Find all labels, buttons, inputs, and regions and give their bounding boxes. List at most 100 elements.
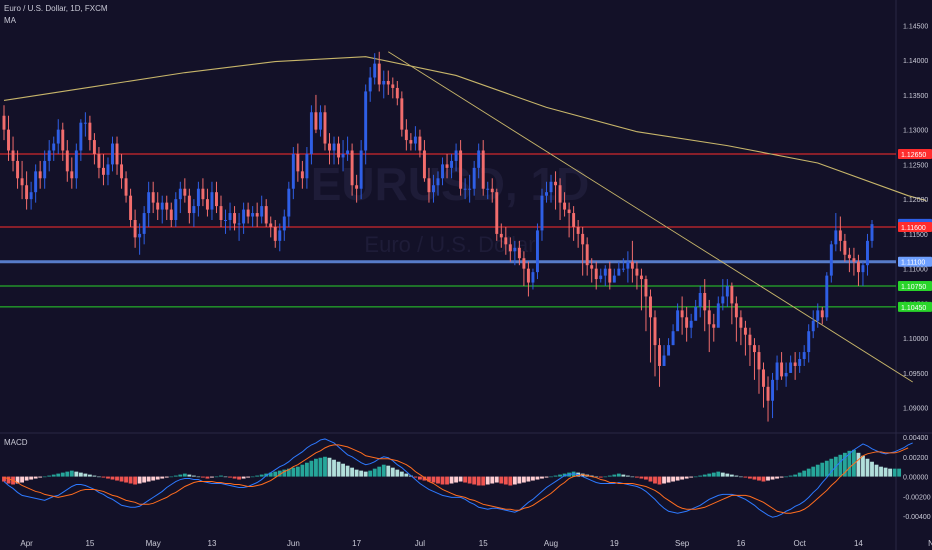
candle-body [43,160,47,179]
macd-histogram-bar [15,476,20,484]
macd-histogram-bar [219,475,223,477]
price-tick-label: 1.11500 [903,232,928,239]
macd-histogram-bar [625,475,630,477]
macd-histogram-bar [892,468,897,477]
macd-histogram-bar [720,472,725,477]
candle-body [237,223,241,225]
macd-histogram-bar [399,471,404,477]
macd-histogram-bar [888,468,893,477]
macd-histogram-bar [662,476,666,484]
macd-histogram-bar [146,476,151,482]
macd-histogram-bar [815,464,820,477]
candle-body [662,355,666,366]
macd-histogram-bar [499,476,504,484]
candle-body [825,275,829,318]
price-tick-label: 1.12000 [903,197,928,204]
macd-histogram-bar [124,476,128,483]
candle-body [355,185,359,189]
macd-histogram-bar [350,467,355,477]
macd-histogram-bar [897,468,902,477]
candle-body [811,320,815,332]
macd-pane[interactable] [2,438,913,518]
macd-histogram-bar [657,476,662,485]
candle-body [685,317,689,328]
candle-body [798,359,802,366]
moving-average-line [3,56,927,202]
macd-histogram-bar [24,476,29,481]
price-label-text: 1.11600 [901,225,926,232]
price-tick-label: 1.11000 [903,267,928,274]
macd-histogram-bar [725,473,730,477]
macd-histogram-bar [295,466,300,477]
macd-histogram-bar [463,476,468,483]
candle-body [743,327,747,335]
candle-body [504,237,508,245]
macd-histogram-bar [422,476,427,481]
x-tick-label: 14 [854,539,863,548]
candle-body [242,209,246,224]
macd-histogram-bar [616,473,621,477]
macd-histogram-bar [413,476,418,478]
candle-body [771,379,775,401]
candle-body [228,213,232,220]
candle-body [585,244,589,266]
macd-histogram-bar [223,476,228,478]
candle-body [318,112,322,130]
macd-histogram-bar [743,476,748,478]
macd-indicator-label: MACD [4,438,28,447]
macd-histogram-bar [78,472,83,477]
candle-body [730,286,734,304]
macd-histogram-bar [639,476,644,479]
candle-body [490,188,494,193]
candle-body [540,195,544,231]
candle-body [404,129,408,141]
macd-histogram-bar [512,476,517,485]
macd-histogram-bar [521,476,526,483]
trendline [388,51,913,383]
macd-histogram-bar [820,462,825,477]
macd-histogram-bar [332,459,336,477]
candle-body [671,331,675,346]
macd-histogram-bar [205,476,210,479]
price-label-text: 1.10750 [901,284,926,291]
candle-body [233,213,237,224]
price-tick-label: 1.14000 [903,58,928,65]
candle-body [739,317,743,328]
macd-tick-label: -0.00200 [903,494,931,501]
candle-body [328,143,331,151]
macd-histogram-bar [341,463,345,477]
candle-body [255,213,259,217]
macd-histogram-bar [693,476,698,478]
candle-body [725,286,729,297]
macd-histogram-bar [603,476,608,478]
macd-histogram-bar [689,476,694,478]
price-tick-label: 1.13500 [903,93,928,100]
x-tick-label: Aug [544,539,558,548]
macd-histogram-bar [286,468,291,477]
candle-body [459,150,463,189]
price-label-box [898,256,932,267]
macd-histogram-bar [607,475,612,477]
macd-histogram-bar [210,476,214,478]
candle-body [364,91,368,151]
macd-histogram-bar [291,467,296,477]
macd-histogram-bar [598,476,603,478]
macd-histogram-bar [38,476,43,478]
candle-body [147,192,151,214]
candle-body [508,244,512,252]
candle-body [341,153,345,158]
macd-histogram-bar [883,467,888,477]
macd-histogram-bar [133,476,138,485]
macd-histogram-bar [526,476,531,482]
macd-histogram-bar [69,470,74,477]
macd-histogram-bar [784,476,789,478]
candle-body [25,185,29,200]
candle-body [219,206,223,220]
candle-body [178,188,182,200]
macd-tick-label: 0.00400 [903,435,928,442]
macd-histogram-bar [653,476,657,484]
candle-body [346,150,350,154]
price-pane[interactable] [0,51,927,422]
candle-body [11,150,15,161]
